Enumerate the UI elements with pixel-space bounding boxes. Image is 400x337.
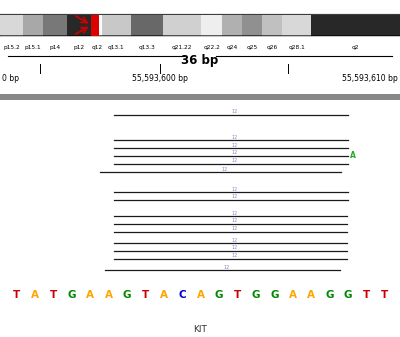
Text: q12: q12 [91, 45, 102, 50]
Text: A: A [307, 289, 315, 300]
Text: p12: p12 [74, 45, 85, 50]
Bar [67, 14, 91, 36]
Text: A: A [86, 289, 94, 300]
Text: 12: 12 [232, 253, 238, 258]
Bar [43, 14, 67, 36]
Bar [91, 14, 99, 36]
Text: 12: 12 [232, 194, 238, 200]
Bar [91, 14, 102, 36]
Text: 12: 12 [232, 187, 238, 192]
Text: G: G [270, 289, 278, 300]
Bar [114, 213, 347, 219]
Text: 12: 12 [232, 238, 238, 243]
Bar [114, 221, 347, 227]
Bar [163, 14, 201, 36]
Text: T: T [363, 289, 370, 300]
Text: 55,593,610 bp: 55,593,610 bp [342, 74, 398, 83]
Text: A: A [31, 289, 39, 300]
Text: G: G [123, 289, 131, 300]
Text: V: V [363, 310, 370, 319]
Text: q26: q26 [267, 45, 278, 50]
Bar [114, 112, 348, 118]
Text: A: A [196, 289, 204, 300]
Text: q28.1: q28.1 [288, 45, 305, 50]
Bar [311, 14, 400, 36]
Text: T: T [381, 289, 388, 300]
Text: G: G [215, 289, 223, 300]
Text: W: W [251, 310, 261, 319]
Text: 12: 12 [221, 166, 228, 172]
Text: q2: q2 [352, 45, 359, 50]
Text: q25: q25 [247, 45, 258, 50]
Bar [23, 14, 43, 36]
Text: T: T [142, 289, 149, 300]
Text: q13.1: q13.1 [108, 45, 125, 50]
Text: 12: 12 [232, 158, 238, 163]
Text: p15.1: p15.1 [25, 45, 42, 50]
Text: 12: 12 [232, 143, 238, 148]
Text: T: T [13, 289, 20, 300]
Bar [0, 94, 400, 100]
Text: G: G [325, 289, 334, 300]
Text: 55,593,600 bp: 55,593,600 bp [132, 74, 188, 83]
Text: 12: 12 [232, 245, 238, 250]
Text: E: E [87, 310, 93, 319]
Text: K: K [308, 310, 315, 319]
Text: 12: 12 [232, 135, 238, 140]
Text: q24: q24 [227, 45, 238, 50]
Text: 12: 12 [232, 226, 238, 231]
Text: Q: Q [197, 310, 204, 319]
Text: G: G [68, 289, 76, 300]
Bar [201, 14, 222, 36]
Text: G: G [344, 289, 352, 300]
Text: p15.2: p15.2 [3, 45, 20, 50]
Text: KIT: KIT [193, 325, 207, 334]
Text: T: T [50, 289, 57, 300]
Text: A: A [104, 289, 112, 300]
Text: 12: 12 [232, 211, 238, 216]
Bar [114, 240, 347, 246]
Bar [102, 14, 131, 36]
Bar [105, 267, 340, 273]
Bar [114, 160, 348, 166]
Bar [0, 14, 23, 36]
Text: 12: 12 [232, 109, 238, 114]
Text: A: A [350, 151, 356, 160]
Bar [262, 14, 282, 36]
Bar [131, 14, 163, 36]
Text: 12: 12 [223, 265, 230, 270]
Bar [114, 137, 348, 144]
Text: q22.2: q22.2 [203, 45, 220, 50]
Text: C: C [178, 289, 186, 300]
Text: q13.3: q13.3 [139, 45, 156, 50]
Text: 0 bp: 0 bp [2, 74, 19, 83]
Bar [114, 153, 348, 159]
Text: Y: Y [32, 310, 38, 319]
Bar [114, 197, 348, 203]
Text: A: A [160, 289, 168, 300]
Text: V: V [142, 310, 149, 319]
Text: 12: 12 [232, 218, 238, 223]
Text: T: T [234, 289, 241, 300]
Bar [282, 14, 311, 36]
Text: q21.22: q21.22 [172, 45, 192, 50]
Bar [114, 189, 348, 195]
Text: A: A [289, 289, 297, 300]
Bar [114, 248, 347, 254]
Text: G: G [252, 289, 260, 300]
Bar [114, 228, 347, 235]
Bar [100, 169, 341, 175]
Text: 12: 12 [232, 150, 238, 155]
Bar [114, 255, 347, 262]
Bar [114, 145, 348, 151]
Bar [222, 14, 242, 36]
Bar [242, 14, 262, 36]
Text: 36 bp: 36 bp [181, 54, 219, 67]
Text: p14: p14 [50, 45, 61, 50]
